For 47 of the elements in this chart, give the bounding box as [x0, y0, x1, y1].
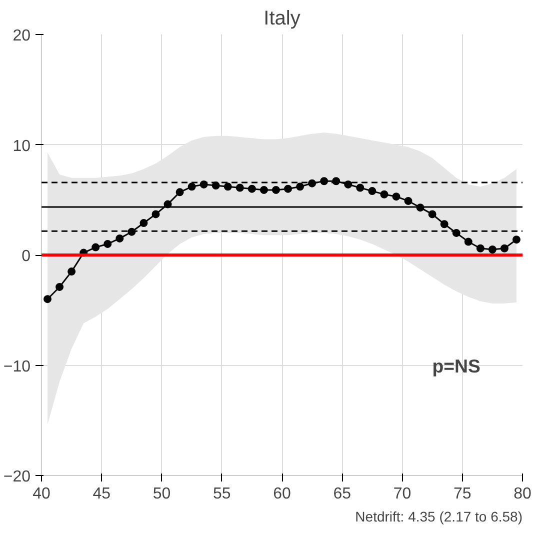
point	[56, 282, 64, 291]
point	[104, 240, 112, 248]
point	[140, 219, 148, 228]
y-tick-label: −20	[3, 468, 31, 486]
point	[464, 238, 472, 246]
point	[284, 184, 292, 193]
point	[296, 182, 304, 191]
x-tick-label: 60	[273, 486, 291, 502]
point	[68, 268, 76, 276]
annotation: p=NS	[432, 355, 480, 376]
point	[116, 234, 124, 242]
point	[188, 182, 196, 191]
x-tick-label: 55	[212, 486, 231, 502]
point	[380, 190, 388, 198]
point	[500, 244, 508, 252]
point	[344, 180, 352, 188]
point	[428, 210, 436, 218]
point	[356, 184, 364, 192]
text: Netdrift: 4.35 (2.17 to 6.58)	[355, 508, 523, 524]
point	[152, 210, 160, 218]
point	[44, 295, 52, 304]
point	[368, 187, 376, 196]
x-tick-label: 45	[92, 486, 111, 502]
x-tick-label: 40	[32, 486, 50, 502]
point	[248, 184, 256, 193]
point	[392, 192, 400, 201]
x-tick-label: 50	[152, 486, 171, 502]
y-tick-label: 0	[22, 248, 31, 265]
x-tick-label: 70	[393, 486, 412, 502]
point	[260, 186, 268, 194]
y-tick-label: −10	[3, 358, 31, 376]
point	[512, 236, 520, 244]
point	[404, 196, 412, 205]
x-tick-label: 80	[514, 486, 532, 502]
x-tick-label: 75	[453, 486, 472, 502]
y-tick-label: 10	[12, 138, 31, 155]
point	[224, 182, 232, 191]
point	[272, 186, 280, 194]
point	[476, 244, 484, 252]
point	[440, 220, 448, 228]
x-tick-label: 65	[333, 486, 352, 502]
y-tick-label: 20	[12, 28, 31, 44]
point	[488, 245, 496, 254]
chart-title: Italy	[264, 8, 300, 30]
point	[176, 188, 184, 196]
point	[92, 243, 100, 252]
point	[236, 184, 244, 192]
